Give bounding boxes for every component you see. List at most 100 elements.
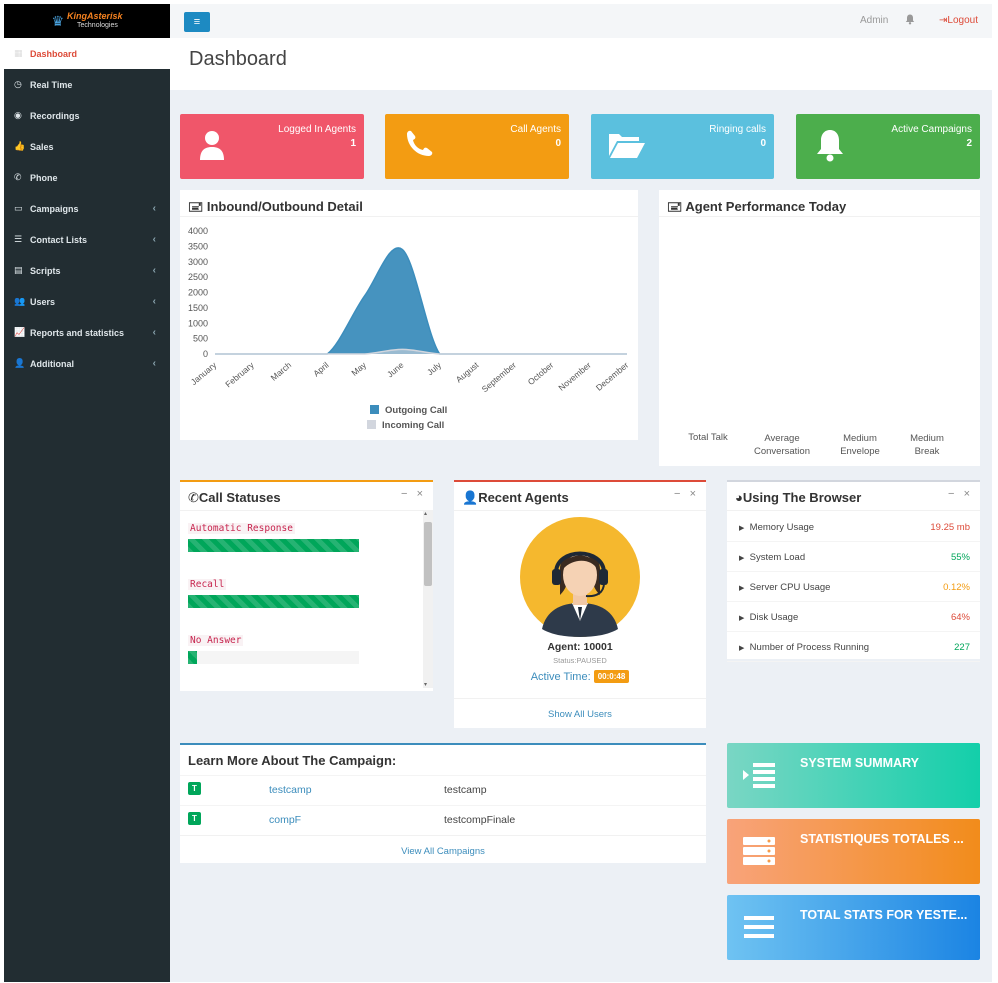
file-icon: ▤ (14, 265, 23, 275)
phone-icon: ✆ (188, 490, 199, 505)
server-icon (743, 837, 775, 865)
status-label: Automatic Response (188, 523, 295, 534)
sidebar-item-recordings[interactable]: ◉ Recordings (4, 100, 170, 131)
browser-row[interactable]: ▶ System Load 55% (727, 542, 980, 572)
browser-label: Number of Process Running (749, 642, 870, 653)
summary-icon (743, 763, 775, 788)
sidebar-item-label: Scripts (30, 265, 61, 276)
x-tick-label: September (480, 360, 518, 394)
collapse-button[interactable]: − (947, 488, 955, 500)
bars-icon (744, 916, 774, 938)
content-area: Logged In Agents 1 Call Agents 0 Ringing… (170, 90, 992, 982)
status-progress (188, 651, 359, 664)
sidebar-item-campaigns[interactable]: ▭ Campaigns ‹ (4, 193, 170, 224)
progress-fill (188, 595, 359, 608)
stat-active-campaigns[interactable]: Active Campaigns 2 (796, 114, 980, 179)
browser-row[interactable]: ▶ Disk Usage 64% (727, 602, 980, 632)
x-tick-label: July (425, 359, 444, 377)
scrollbar[interactable]: ▴ ▾ (423, 510, 433, 688)
sidebar-item-contact-lists[interactable]: ☰ Contact Lists ‹ (4, 224, 170, 255)
thumbs-up-icon: 👍 (14, 141, 26, 151)
progress-fill (188, 539, 359, 552)
bell-icon[interactable] (905, 14, 915, 28)
view-all-campaigns-link[interactable]: View All Campaigns (401, 846, 485, 857)
legend-outgoing[interactable]: Outgoing Call (370, 405, 447, 416)
remove-button[interactable]: × (416, 488, 423, 500)
campaign-id-link[interactable]: testcamp (269, 784, 312, 796)
panel-title: Agent Performance Today (685, 199, 847, 214)
remove-button[interactable]: × (963, 488, 970, 500)
browser-label: System Load (749, 552, 806, 563)
chevron-left-icon: ‹ (152, 296, 156, 307)
user-name[interactable]: Admin (860, 15, 889, 26)
sidebar-item-dashboard[interactable]: ▦ Dashboard (4, 38, 170, 69)
clock-icon: ◷ (14, 79, 22, 89)
sidebar-item-reports-and-statistics[interactable]: 📈 Reports and statistics ‹ (4, 317, 170, 348)
sidebar-item-real-time[interactable]: ◷ Real Time (4, 69, 170, 100)
sidebar-item-phone[interactable]: ✆ Phone (4, 162, 170, 193)
x-tick-label: November (556, 360, 593, 393)
legend-incoming[interactable]: Incoming Call (367, 420, 447, 431)
x-tick-label: May (349, 359, 368, 377)
status-label: Recall (188, 579, 227, 590)
browser-row[interactable]: ▶ Server CPU Usage 0.12% (727, 572, 980, 602)
campaign-badge: T (188, 782, 201, 795)
status-progress (188, 595, 359, 608)
browser-value: 227 (954, 642, 970, 653)
sidebar-item-sales[interactable]: 👍 Sales (4, 131, 170, 162)
user-icon: 👤 (462, 490, 479, 505)
user-icon: 👤 (14, 358, 26, 368)
remove-button[interactable]: × (689, 488, 696, 500)
summary-title: SYSTEM SUMMARY (800, 756, 919, 770)
browser-row[interactable]: ▶ Number of Process Running 227 (727, 632, 980, 662)
caret-right-icon: ▶ (739, 525, 745, 532)
bell-icon (817, 130, 843, 162)
campaign-id-link[interactable]: compF (269, 814, 302, 826)
chevron-left-icon: ‹ (152, 358, 156, 369)
menu-toggle-button[interactable]: ≡ (184, 12, 210, 32)
browser-value: 64% (950, 612, 970, 623)
panel-title: Using The Browser (742, 490, 862, 505)
logo[interactable]: ♛ KingAsterisk Technologies (4, 4, 170, 38)
sidebar-item-scripts[interactable]: ▤ Scripts ‹ (4, 255, 170, 286)
sidebar-item-label: Sales (30, 141, 54, 152)
status-item: Automatic Response (188, 518, 418, 552)
call-statuses-panel: ✆Call Statuses − × Automatic Response Rec… (180, 480, 433, 691)
sidebar-item-users[interactable]: 👥 Users ‹ (4, 286, 170, 317)
yesterday-stats-box[interactable]: TOTAL STATS FOR YESTE... (727, 895, 980, 960)
list-icon: ☰ (14, 234, 23, 244)
campaign-badge: T (188, 812, 201, 825)
stat-call-agents[interactable]: Call Agents 0 (385, 114, 569, 179)
y-tick-label: 3500 (188, 241, 208, 251)
sidebar-item-label: Phone (30, 172, 58, 183)
show-all-users-link[interactable]: Show All Users (548, 709, 612, 720)
status-progress (188, 539, 359, 552)
sidebar-item-additional[interactable]: 👤 Additional ‹ (4, 348, 170, 379)
logout-icon: ⇥ (939, 15, 948, 26)
caret-right-icon: ▶ (739, 615, 745, 622)
browser-label: Disk Usage (749, 612, 799, 623)
topbar: ≡ Admin ⇥Logout (170, 4, 992, 38)
agent-avatar[interactable] (520, 517, 640, 637)
perf-label-total-talk: Total Talk (688, 432, 728, 443)
sidebar-item-label: Recordings (30, 110, 80, 121)
sidebar-item-label: Dashboard (30, 48, 78, 59)
stat-logged-in-agents[interactable]: Logged In Agents 1 (180, 114, 364, 179)
x-tick-label: October (526, 360, 556, 387)
total-statistics-box[interactable]: STATISTIQUES TOTALES ... (727, 819, 980, 884)
sidebar-item-label: Additional (30, 358, 74, 369)
stat-ringing-calls[interactable]: Ringing calls 0 (591, 114, 774, 179)
agent-name: Agent: 10001 (547, 641, 613, 653)
logout-link[interactable]: ⇥Logout (939, 15, 978, 26)
collapse-button[interactable]: − (400, 488, 408, 500)
sidebar-nav: ▦ Dashboard ◷ Real Time ◉ Recordings 👍 Sales ✆ Ph… (4, 38, 170, 379)
system-summary-box[interactable]: SYSTEM SUMMARY (727, 743, 980, 808)
inbox-icon: 🖃 (667, 199, 683, 214)
browser-row[interactable]: ▶ Memory Usage 19.25 mb (727, 512, 980, 542)
line-chart-icon: 📈 (14, 327, 26, 337)
collapse-button[interactable]: − (673, 488, 681, 500)
user-icon (200, 131, 224, 160)
brand-name: KingAsterisk (67, 11, 123, 21)
